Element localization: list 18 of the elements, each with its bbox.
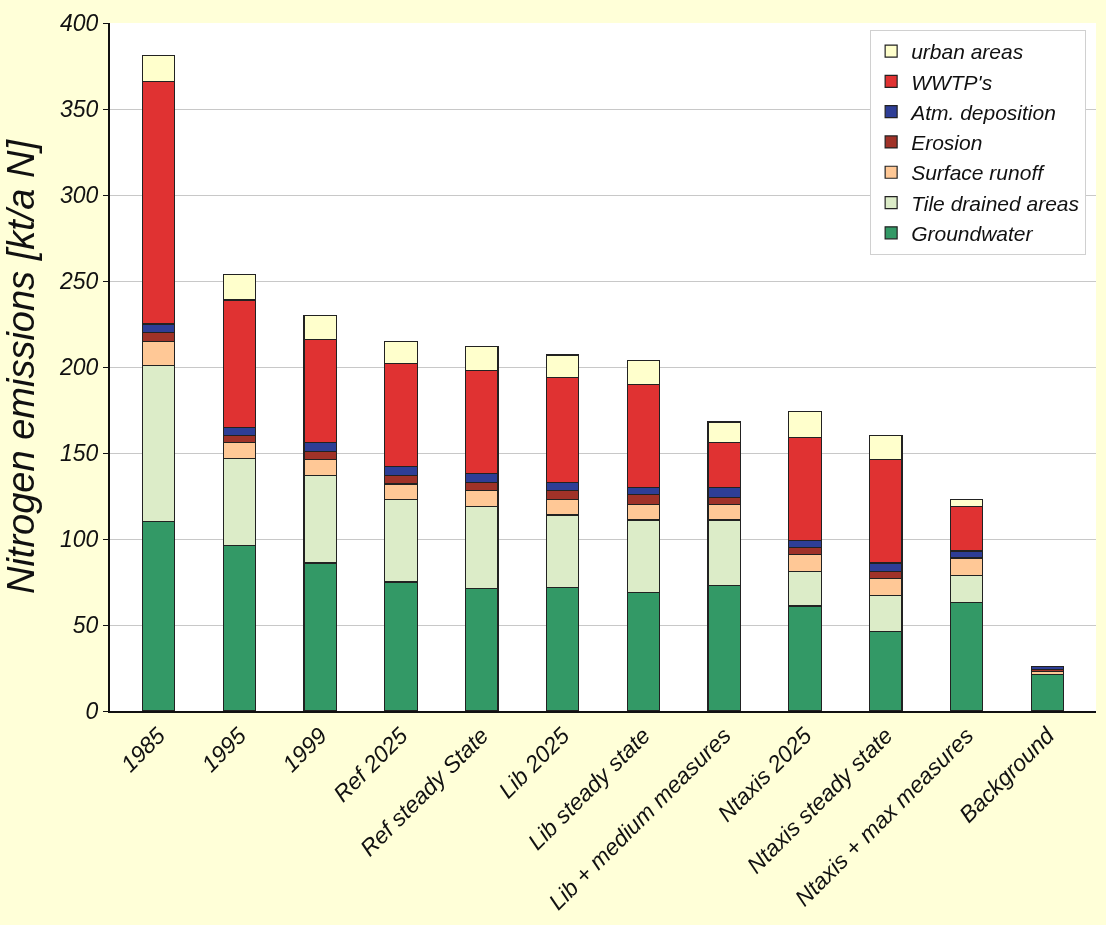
y-tick-label: 50 <box>72 612 99 639</box>
y-tick-label: 150 <box>60 440 99 467</box>
y-tick-label: 100 <box>60 526 99 553</box>
legend-label: urban areas <box>911 40 1024 64</box>
bar <box>1030 674 1065 711</box>
y-tick-label: 250 <box>59 268 99 295</box>
legend-label: WWTP's <box>911 70 993 94</box>
y-tick-label: 200 <box>59 354 99 381</box>
legend-label: Surface runoff <box>911 161 1046 185</box>
legend-label: Groundwater <box>911 222 1034 246</box>
y-tick-label: 300 <box>60 182 99 209</box>
y-axis-title: Nitrogen emissions [kt/a N] <box>0 138 42 595</box>
y-tick-label: 0 <box>85 698 99 725</box>
y-tick-label: 400 <box>60 10 99 37</box>
legend-label: Atm. deposition <box>909 100 1056 124</box>
legend-label: Tile drained areas <box>911 191 1080 215</box>
legend-label: Erosion <box>911 131 983 155</box>
y-tick-label: 350 <box>60 96 99 123</box>
